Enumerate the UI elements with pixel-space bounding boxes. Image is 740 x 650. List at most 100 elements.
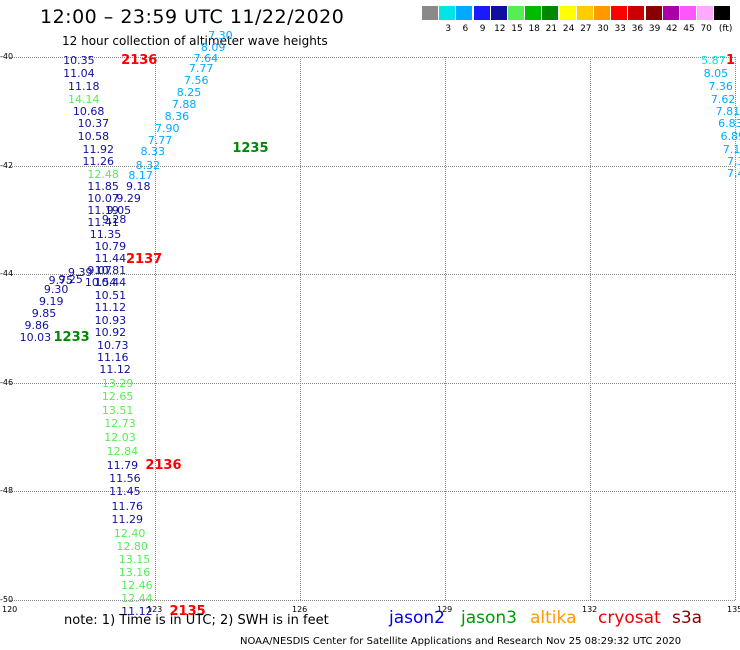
wave-height-reading: 11.26 — [82, 155, 115, 169]
wave-height-reading: 10.79 — [94, 239, 127, 253]
pass-time-label: 1 — [726, 53, 736, 69]
latitude-gridline — [10, 491, 735, 493]
wave-height-reading: 10.44 — [94, 275, 127, 289]
longitude-gridline — [445, 57, 446, 600]
wave-height-reading: 10.54 — [84, 275, 117, 289]
wave-height-reading: 8.32 — [135, 158, 161, 172]
latitude-label: -46 — [0, 377, 14, 387]
map-subtitle: 12 hour collection of altimeter wave hei… — [62, 34, 328, 48]
wave-height-reading: 8.25 — [176, 85, 202, 99]
wave-height-reading: 10.51 — [94, 288, 127, 302]
longitude-label: 120 — [2, 605, 18, 614]
scale-label: 36 — [631, 24, 644, 34]
scale-swatch — [559, 6, 576, 20]
wave-height-reading: 9.28 — [101, 212, 127, 226]
wave-height-reading: 12.40 — [113, 526, 146, 540]
scale-label: 9 — [479, 24, 486, 34]
wave-height-reading: 8.05 — [703, 67, 729, 81]
wave-height-reading: 7.62 — [710, 93, 736, 107]
wave-height-reading: 9.18 — [126, 180, 151, 194]
wave-height-reading: 9.25 — [58, 272, 83, 286]
legend-jason3: jason3 — [461, 608, 517, 628]
wave-height-reading: 7.36 — [708, 80, 733, 94]
longitude-label: 132 — [582, 605, 598, 614]
wave-height-reading: 13.15 — [118, 552, 151, 566]
wave-height-reading: 7.88 — [171, 97, 197, 111]
scale-swatch — [680, 6, 696, 20]
wave-height-reading: 11.92 — [82, 143, 115, 157]
wave-height-reading: 11.85 — [87, 179, 119, 193]
wave-height-reading: 10.68 — [72, 105, 105, 119]
scale-swatch — [525, 6, 542, 20]
pass-time-label: 1235 — [232, 141, 269, 157]
wave-height-reading: 13.51 — [101, 403, 134, 417]
map-title: 12:00 – 23:59 UTC 11/22/2020 — [40, 6, 345, 28]
scale-label: 39 — [648, 24, 661, 34]
scale-swatch — [422, 6, 438, 20]
latitude-gridline — [10, 165, 735, 167]
legend-s3a: s3a — [672, 608, 703, 628]
wave-height-reading: 9.75 — [48, 273, 74, 287]
note-text: note: 1) Time is in UTC; 2) SWH is in fe… — [64, 613, 329, 628]
wave-height-reading: 6.89 — [720, 130, 740, 144]
pass-time-label: 2136 — [145, 458, 182, 474]
scale-swatch — [697, 6, 714, 20]
latitude-label: -44 — [0, 269, 14, 279]
scale-swatch — [542, 6, 559, 20]
scale-label: 6 — [462, 24, 469, 34]
scale-swatch — [473, 6, 490, 20]
wave-height-reading: 9.30 — [43, 283, 69, 297]
longitude-gridline — [300, 57, 301, 600]
wave-height-reading: 10.73 — [97, 338, 129, 352]
wave-height-reading: 12.84 — [106, 445, 139, 459]
wave-height-reading: 7.4 — [727, 167, 740, 181]
wave-height-reading: 10.81 — [94, 263, 127, 277]
wave-height-reading: 10.35 — [63, 54, 95, 68]
wave-height-reading: 12.44 — [121, 591, 153, 605]
latitude-label: -50 — [0, 595, 14, 604]
pass-time-label: 2137 — [126, 251, 163, 267]
wave-height-reading: 9.07 — [87, 263, 112, 277]
wave-height-reading: 11.18 — [68, 80, 100, 94]
scale-label: 24 — [562, 24, 575, 34]
longitude-label: 135 — [727, 605, 740, 614]
latitude-gridline — [10, 274, 735, 276]
wave-height-reading: 11.41 — [87, 216, 119, 230]
latitude-label: -42 — [0, 160, 14, 170]
wave-height-reading: 11.12 — [94, 300, 127, 314]
wave-height-reading: 13.29 — [101, 376, 134, 390]
scale-swatch — [611, 6, 628, 20]
scale-swatch — [645, 6, 662, 20]
footer-text: NOAA/NESDIS Center for Satellite Applica… — [240, 636, 682, 647]
scale-swatch — [439, 6, 456, 20]
wave-height-reading: 10.93 — [94, 313, 127, 327]
legend-altika: altika — [530, 608, 577, 628]
wave-height-reading: 9.05 — [106, 204, 132, 218]
wave-height-reading: 12.73 — [104, 416, 136, 430]
scale-swatch — [508, 6, 524, 20]
wave-height-reading: 11.76 — [111, 499, 144, 513]
scale-label: 45 — [683, 24, 695, 34]
legend-cryosat: cryosat — [598, 608, 661, 628]
scale-label: 15 — [511, 24, 523, 34]
latitude-label: -48 — [0, 486, 14, 496]
longitude-label: 123 — [147, 605, 163, 614]
wave-height-reading: 10.58 — [77, 130, 110, 144]
wave-height-reading: 13.16 — [118, 565, 151, 579]
wave-height-reading: 7.77 — [188, 61, 214, 75]
scale-label: 3 — [445, 24, 452, 34]
scale-label: 33 — [614, 24, 626, 34]
wave-height-reading: 9.29 — [116, 192, 141, 206]
wave-height-reading: 12.65 — [101, 389, 134, 403]
wave-height-reading: 11.44 — [94, 251, 127, 265]
scale-swatch — [662, 6, 679, 20]
scale-swatch — [628, 6, 645, 20]
latitude-gridline — [10, 382, 735, 384]
wave-height-reading: 11.35 — [89, 228, 122, 242]
wave-height-reading: 11.45 — [109, 485, 141, 499]
scale-swatch — [576, 6, 593, 20]
wave-height-reading: 10.37 — [77, 117, 110, 131]
legend-jason2: jason2 — [389, 608, 445, 628]
wave-height-reading: 11.56 — [109, 472, 141, 486]
pass-time-label: 2135 — [169, 603, 206, 619]
